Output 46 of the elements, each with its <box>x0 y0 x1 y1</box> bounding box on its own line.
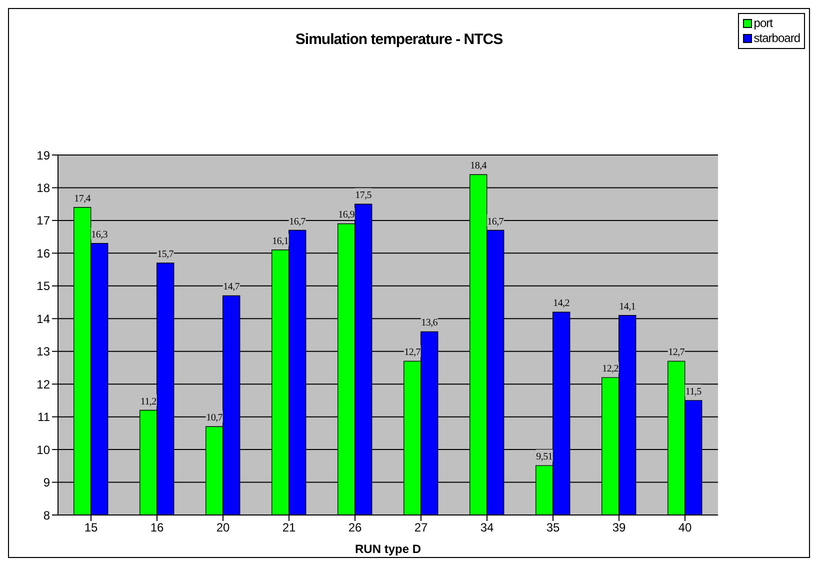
data-label: 10,7 <box>206 412 223 424</box>
data-label: 9,51 <box>536 452 553 463</box>
x-tick-label: 15 <box>84 520 98 535</box>
y-tick-label: 11 <box>38 410 50 424</box>
data-label: 14,7 <box>223 282 240 293</box>
legend-label: starboard <box>754 31 800 46</box>
y-tick-label: 13 <box>36 344 50 359</box>
x-tick-label: 20 <box>216 520 230 535</box>
x-tick-label: 26 <box>348 520 362 535</box>
y-tick-label: 16 <box>36 246 50 260</box>
data-label: 16,7 <box>289 216 306 228</box>
x-tick-label: 16 <box>150 520 164 535</box>
data-label: 18,4 <box>470 160 487 172</box>
y-tick-label: 19 <box>36 148 50 162</box>
data-label: 11,5 <box>685 386 702 398</box>
x-tick-label: 34 <box>480 520 494 535</box>
y-tick-label: 9 <box>43 476 50 490</box>
data-label: 12,7 <box>404 347 421 358</box>
y-tick-label: 15 <box>36 279 50 294</box>
data-label: 12,7 <box>668 347 685 358</box>
x-tick-label: 35 <box>546 520 560 535</box>
y-tick-label: 12 <box>36 377 50 392</box>
y-tick-label: 10 <box>36 442 50 457</box>
x-tick-label: 27 <box>414 520 428 535</box>
chart-title: Simulation temperature - NTCS <box>295 31 503 48</box>
data-label: 15,7 <box>157 249 174 260</box>
x-tick-label: 40 <box>678 520 692 535</box>
data-label: 14,1 <box>619 301 636 312</box>
data-label: 17,4 <box>74 193 91 204</box>
y-tick-label: 18 <box>36 180 50 195</box>
data-label: 16,9 <box>338 210 355 221</box>
data-label: 17,5 <box>355 190 372 202</box>
data-label: 16,1 <box>272 236 289 247</box>
data-label: 12,2 <box>602 364 619 375</box>
y-tick-label: 17 <box>36 214 50 228</box>
data-label: 11,2 <box>140 396 157 408</box>
data-label: 16,7 <box>487 216 504 228</box>
x-axis-title: RUN type D <box>354 542 422 556</box>
data-label: 14,2 <box>553 298 570 310</box>
data-label: 16,3 <box>91 229 108 240</box>
data-label: 13,6 <box>421 318 438 329</box>
y-tick-label: 8 <box>43 508 50 522</box>
x-tick-label: 21 <box>282 520 296 535</box>
legend-label: port <box>754 16 772 31</box>
x-tick-label: 39 <box>612 520 626 535</box>
y-tick-label: 14 <box>36 312 50 326</box>
